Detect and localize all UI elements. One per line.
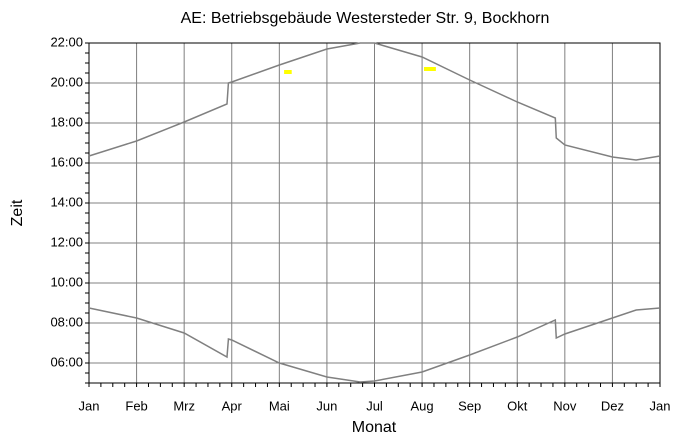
x-tick-label: Apr	[222, 398, 243, 413]
y-tick-label: 06:00	[50, 354, 83, 369]
y-tick-label: 10:00	[50, 274, 83, 289]
y-axis-label: Zeit	[9, 199, 26, 226]
x-axis-label: Monat	[352, 419, 397, 436]
x-tick-label: Jan	[79, 398, 100, 413]
series-line	[88, 307, 661, 383]
x-tick-label: Jan	[650, 398, 671, 413]
y-tick-label: 14:00	[50, 194, 83, 209]
chart-title: AE: Betriebsgebäude Westersteder Str. 9,…	[181, 10, 550, 27]
x-tick-label: Mrz	[173, 398, 195, 413]
x-tick-label: Aug	[411, 398, 434, 413]
y-tick-label: 08:00	[50, 314, 83, 329]
x-tick-label: Nov	[553, 398, 577, 413]
y-tick-label: 16:00	[50, 154, 83, 169]
series-line	[88, 42, 661, 161]
x-tick-label: Dez	[601, 398, 624, 413]
y-tick-label: 18:00	[50, 114, 83, 129]
y-tick-label: 12:00	[50, 234, 83, 249]
x-tick-label: Jul	[366, 398, 383, 413]
x-tick-label: Feb	[125, 398, 147, 413]
x-tick-label: Mai	[269, 398, 290, 413]
y-tick-label: 22:00	[50, 34, 83, 49]
x-tick-label: Sep	[458, 398, 481, 413]
x-tick-label: Jun	[316, 398, 337, 413]
y-tick-label: 20:00	[50, 74, 83, 89]
x-tick-label: Okt	[507, 398, 528, 413]
